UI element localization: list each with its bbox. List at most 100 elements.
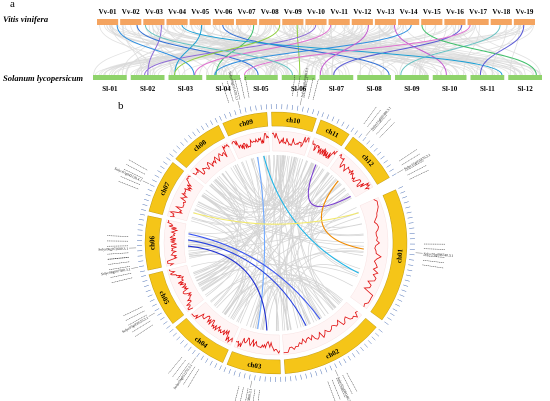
density-line (169, 175, 193, 217)
synteny-link (421, 24, 537, 76)
circos-highlight-link (193, 212, 359, 225)
tick-mark (172, 149, 177, 154)
gene-cluster-stroke (135, 324, 153, 337)
tick-mark (377, 151, 382, 156)
tick-mark (243, 373, 246, 379)
vitis-chrom-bar-2 (120, 19, 142, 25)
synteny-link (215, 24, 255, 76)
synteny-link (393, 24, 447, 76)
gene-cluster-stroke (379, 122, 395, 138)
circos-link (310, 207, 357, 308)
solanum-chrom-label: Sl-09 (404, 85, 420, 93)
tick-mark (219, 115, 222, 121)
synteny-link (479, 24, 525, 76)
tick-mark (188, 134, 192, 140)
gene-cluster-stroke (107, 256, 129, 260)
synteny-link (475, 24, 541, 76)
tick-mark (373, 147, 378, 152)
synteny-link (103, 24, 278, 76)
vitis-chrom-bar-8 (259, 19, 281, 25)
gene-leader-line (365, 130, 371, 136)
tick-mark (406, 274, 412, 277)
circos-background-links (187, 155, 365, 332)
gene-label: Solyc03g113860.3.1 (244, 388, 253, 401)
tick-mark (364, 343, 368, 348)
chrom-band-ch06 (144, 215, 162, 271)
density-line (236, 337, 281, 354)
tick-mark (391, 173, 397, 177)
gene-leader-line (191, 357, 196, 364)
circos-link (202, 185, 242, 217)
vitis-chrom-bar-14 (398, 19, 420, 25)
gene-cluster-stroke (234, 386, 240, 401)
tick-mark (169, 153, 174, 158)
tick-mark (375, 332, 380, 337)
gene-label: Solyc08g007380.3.1 (101, 267, 131, 276)
gene-label: Solyc02g081160.3.1 (336, 376, 352, 401)
tick-mark (356, 350, 360, 355)
tick-mark (214, 363, 218, 368)
density-line (191, 313, 233, 343)
vitis-chrom-label: Vv-12 (353, 8, 371, 16)
gene-cluster-stroke (258, 390, 260, 401)
tick-mark (166, 325, 171, 329)
tick-mark (219, 365, 222, 371)
tick-mark (390, 312, 395, 316)
circos-link (209, 272, 340, 305)
chrom-label: ch03 (247, 360, 263, 370)
gene-cluster-stroke (107, 257, 129, 260)
circos-link (188, 240, 240, 306)
synteny-link (214, 24, 412, 76)
tick-mark (403, 284, 409, 287)
vitis-chrom-label: Vv-09 (284, 8, 302, 16)
tick-mark (350, 127, 354, 133)
tick-mark (397, 299, 403, 302)
synteny-link (144, 24, 293, 76)
chrom-band-ch07 (148, 162, 185, 215)
synteny-link (319, 24, 369, 76)
vitis-chrom-bar-7 (235, 19, 258, 25)
circos-link (188, 184, 342, 241)
solanum-chrom-bar-10 (432, 75, 467, 80)
tick-mark (172, 332, 177, 337)
vitis-chrom-bar-18 (490, 19, 512, 25)
solanum-chrom-bar-11 (470, 75, 505, 80)
tick-mark (180, 340, 184, 344)
tick-mark (317, 110, 320, 116)
tick-mark (239, 108, 242, 114)
synteny-link (330, 24, 521, 76)
tick-mark (141, 209, 147, 211)
synteny-link (121, 24, 160, 76)
synteny-link (419, 24, 447, 76)
tick-mark (310, 372, 313, 378)
top-species-label: Vitis vinifera (3, 14, 49, 24)
circos-link (252, 285, 289, 331)
tick-mark (338, 361, 342, 366)
density-line (339, 154, 371, 190)
circos-link (205, 189, 329, 314)
density-line (231, 133, 270, 150)
tick-mark (315, 370, 318, 376)
tick-mark (378, 328, 383, 333)
tick-mark (196, 352, 200, 358)
tick-mark (176, 336, 181, 341)
vitis-chrom-label: Vv-15 (423, 8, 441, 16)
tick-mark (408, 222, 414, 224)
synteny-link (152, 24, 272, 76)
tick-mark (331, 116, 335, 122)
vitis-chrom-bar-12 (351, 19, 373, 25)
vitis-chrom-bar-17 (467, 19, 489, 25)
tick-mark (143, 284, 149, 288)
tick-mark (192, 349, 196, 355)
synteny-link (116, 24, 195, 76)
tick-mark (147, 294, 153, 297)
solanum-chrom-label: Sl-08 (367, 85, 383, 93)
gene-leader-line (250, 380, 252, 388)
tick-mark (157, 312, 162, 316)
circos-link (196, 211, 359, 282)
tick-mark (233, 370, 236, 376)
synteny-link (358, 24, 457, 76)
gene-label: Solyc10g047490.3.1 (300, 67, 309, 97)
circos-link (249, 284, 310, 328)
